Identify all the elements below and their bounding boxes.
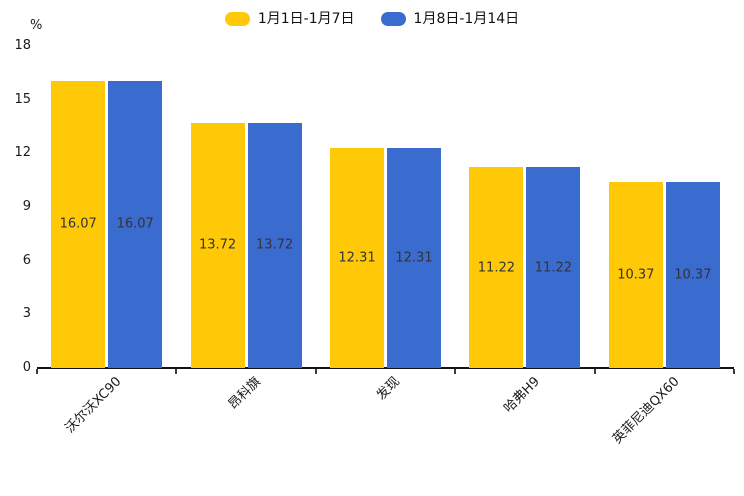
bar-series1[interactable]: 11.22 <box>469 167 524 368</box>
y-axis-unit-label: % <box>30 18 43 33</box>
y-axis-tick-label: 18 <box>14 38 31 53</box>
bar-value-label: 10.37 <box>674 267 712 283</box>
x-axis-category-label: 沃尔沃XC90 <box>62 374 125 437</box>
x-axis-tick-mark <box>175 369 178 374</box>
bar-value-label: 12.31 <box>338 250 376 266</box>
x-axis-tick-mark <box>733 369 735 374</box>
legend-label: 1月1日-1月7日 <box>257 11 355 27</box>
bar-series1[interactable]: 12.31 <box>330 147 384 368</box>
x-axis-tick-mark <box>36 369 38 374</box>
bar-series1[interactable]: 13.72 <box>190 122 245 368</box>
y-axis-tick-label: 3 <box>22 306 31 322</box>
bar-value-label: 11.22 <box>534 260 572 276</box>
bar-value-label: 16.07 <box>59 216 97 232</box>
bar-value-label: 13.72 <box>198 237 237 253</box>
y-axis-tick-label: 15 <box>14 91 31 107</box>
x-axis-category-label: 英菲尼迪QX60 <box>609 374 683 447</box>
bar-value-label: 13.72 <box>255 237 294 253</box>
legend: 1月1日-1月7日 1月8日-1月14日 <box>0 8 744 30</box>
bar-series1[interactable]: 16.07 <box>51 80 106 368</box>
x-axis-tick-mark <box>454 369 457 374</box>
x-axis-category-label: 发现 <box>374 374 404 404</box>
bar-value-label: 12.31 <box>395 250 433 266</box>
y-axis-tick-label: 9 <box>22 199 31 214</box>
x-axis-tick-mark <box>314 369 317 374</box>
legend-swatch-icon <box>380 12 406 26</box>
bar-series2[interactable]: 10.37 <box>665 182 720 368</box>
legend-swatch-icon <box>224 12 250 26</box>
bar-series2[interactable]: 11.22 <box>526 167 581 368</box>
y-axis-tick-label: 6 <box>22 252 31 268</box>
legend-item[interactable]: 1月8日-1月14日 <box>380 11 520 27</box>
bar-value-label: 10.37 <box>617 267 655 283</box>
y-axis-tick-label: 12 <box>14 145 31 161</box>
x-axis-category-label: 哈弗H9 <box>501 374 543 417</box>
bar-value-label: 11.22 <box>477 260 515 276</box>
bar-series2[interactable]: 12.31 <box>387 147 441 368</box>
legend-item[interactable]: 1月1日-1月7日 <box>224 11 355 27</box>
bar-series1[interactable]: 10.37 <box>608 182 663 368</box>
bar-value-label: 16.07 <box>116 216 154 232</box>
x-axis-tick-mark <box>593 369 596 374</box>
bar-series2[interactable]: 13.72 <box>247 122 302 368</box>
bar-series2[interactable]: 16.07 <box>108 80 163 368</box>
x-axis-line <box>37 367 734 369</box>
legend-label: 1月8日-1月14日 <box>413 11 520 27</box>
y-axis-tick-label: 0 <box>22 360 31 375</box>
x-axis-category-label: 昂科旗 <box>225 374 265 413</box>
